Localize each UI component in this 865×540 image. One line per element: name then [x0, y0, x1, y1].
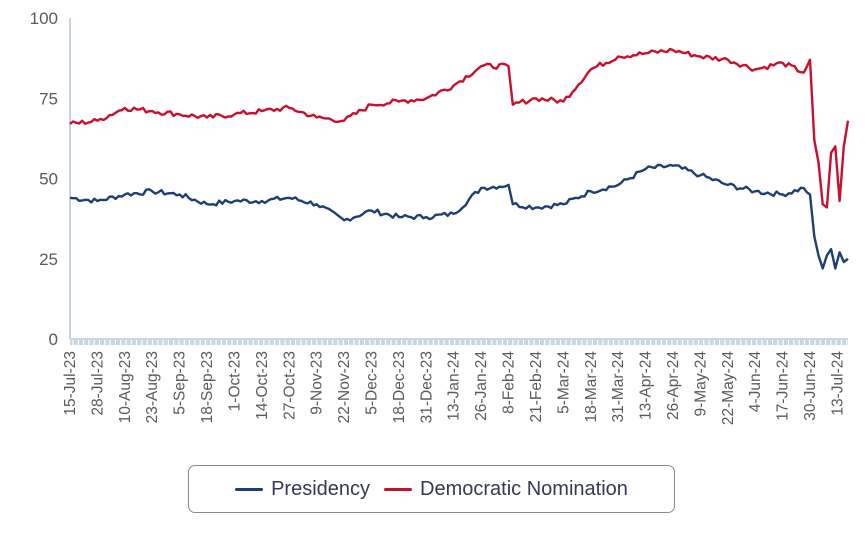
y-tick-label: 50: [39, 170, 58, 189]
y-tick-label: 25: [39, 250, 58, 269]
x-axis-tick-labels: 15-Jul-23 28-Jul-23 10-Aug-23 23-Aug-23 5-Se…: [62, 351, 846, 425]
x-tick-label: 5-Sep-23: [172, 351, 189, 415]
x-tick-label: 13-Apr-24: [638, 351, 655, 420]
x-tick-label: 10-Aug-23: [117, 351, 134, 423]
x-tick-label: 8-Feb-24: [501, 351, 518, 414]
x-tick-label: 27-Oct-23: [281, 351, 298, 420]
x-tick-label: 4-Jun-24: [747, 351, 764, 413]
legend-swatch-democratic-nomination: [384, 487, 413, 491]
y-tick-label: 100: [30, 9, 58, 28]
y-tick-label: 75: [39, 89, 58, 108]
x-tick-label: 13-Jul-24: [829, 351, 846, 416]
x-axis-band: [70, 338, 848, 345]
x-tick-label: 28-Jul-23: [89, 351, 106, 416]
x-tick-label: 18-Mar-24: [583, 351, 600, 423]
x-tick-label: 18-Sep-23: [199, 351, 216, 423]
x-tick-label: 18-Dec-23: [391, 351, 408, 423]
x-tick-label: 30-Jun-24: [802, 351, 819, 421]
x-tick-label: 5-Mar-24: [555, 351, 572, 414]
series-line-presidency: [69, 163, 849, 270]
x-tick-label: 9-May-24: [692, 351, 709, 417]
x-tick-label: 23-Aug-23: [144, 351, 161, 423]
y-axis-tick-labels: 0 25 50 75 100: [30, 9, 58, 349]
x-tick-label: 22-May-24: [720, 351, 737, 425]
x-tick-label: 21-Feb-24: [528, 351, 545, 423]
x-axis-minor-ticks: [72, 340, 848, 345]
legend-label-presidency: Presidency: [271, 477, 371, 500]
y-tick-label: 0: [49, 330, 58, 349]
legend-item-presidency[interactable]: Presidency: [235, 478, 370, 501]
x-tick-label: 15-Jul-23: [62, 351, 79, 416]
x-tick-label: 31-Dec-23: [418, 351, 435, 423]
x-tick-label: 22-Nov-23: [336, 351, 353, 423]
x-tick-label: 13-Jan-24: [446, 351, 463, 421]
x-tick-label: 26-Apr-24: [665, 351, 682, 420]
chart-legend: Presidency Democratic Nomination: [188, 465, 675, 513]
series-line-democratic-nomination: [69, 47, 850, 209]
legend-swatch-presidency: [235, 487, 264, 491]
x-tick-label: 31-Mar-24: [610, 351, 627, 423]
x-tick-label: 17-Jun-24: [775, 351, 792, 421]
x-tick-label: 1-Oct-23: [226, 351, 243, 411]
x-tick-label: 26-Jan-24: [473, 351, 490, 421]
x-tick-label: 9-Nov-23: [309, 351, 326, 415]
plot-area: [69, 18, 850, 345]
x-tick-label: 5-Dec-23: [364, 351, 381, 415]
legend-label-democratic-nomination: Democratic Nomination: [420, 477, 628, 500]
legend-item-democratic-nomination[interactable]: Democratic Nomination: [384, 478, 628, 501]
x-tick-label: 14-Oct-23: [254, 351, 271, 420]
